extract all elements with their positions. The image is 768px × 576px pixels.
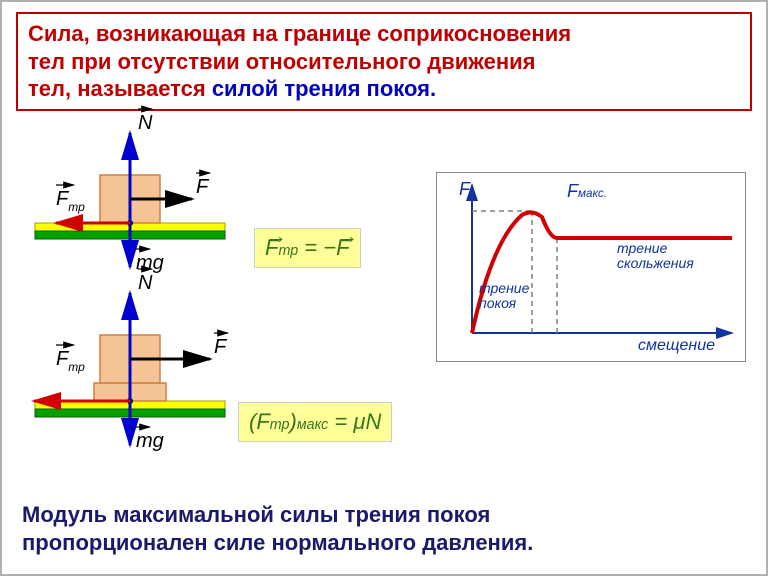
force-diagrams: NmgFFтрNmgFFтр: [20, 137, 240, 457]
svg-text:F: F: [214, 336, 228, 358]
chart-static-region-label: трениепокоя: [479, 281, 529, 312]
formula-max-friction: (Fтр)макс = μN: [238, 402, 392, 442]
title-line2: тел при отсутствии относительного движен…: [28, 49, 535, 74]
svg-text:Fтр: Fтр: [56, 188, 85, 214]
title-line1: Сила, возникающая на границе соприкоснов…: [28, 21, 571, 46]
footer-line1: Модуль максимальной силы трения покоя: [22, 502, 490, 527]
chart-y-label: F: [459, 179, 470, 200]
svg-text:mg: mg: [136, 430, 164, 452]
formula-equilibrium: F→тр = −F→: [254, 228, 361, 268]
diagram-svg: NmgFFтрNmgFFтр: [20, 137, 240, 477]
svg-text:F: F: [196, 176, 210, 198]
svg-text:N: N: [138, 112, 153, 134]
chart-kinetic-region-label: трениескольжения: [617, 241, 694, 272]
svg-text:mg: mg: [136, 252, 164, 274]
friction-chart: F Fмакс. трениепокоя трениескольжения см…: [436, 172, 746, 362]
definition-box: Сила, возникающая на границе соприкоснов…: [16, 12, 752, 111]
svg-text:Fтр: Fтр: [56, 348, 85, 374]
svg-text:N: N: [138, 272, 153, 294]
title-line3a: тел, называется: [28, 76, 212, 101]
footer-statement: Модуль максимальной силы трения покоя пр…: [22, 501, 533, 556]
title-line3b: силой трения покоя.: [212, 76, 436, 101]
chart-peak-label: Fмакс.: [567, 181, 607, 202]
footer-line2: пропорционален силе нормального давления…: [22, 530, 533, 555]
chart-x-label: смещение: [638, 337, 715, 355]
